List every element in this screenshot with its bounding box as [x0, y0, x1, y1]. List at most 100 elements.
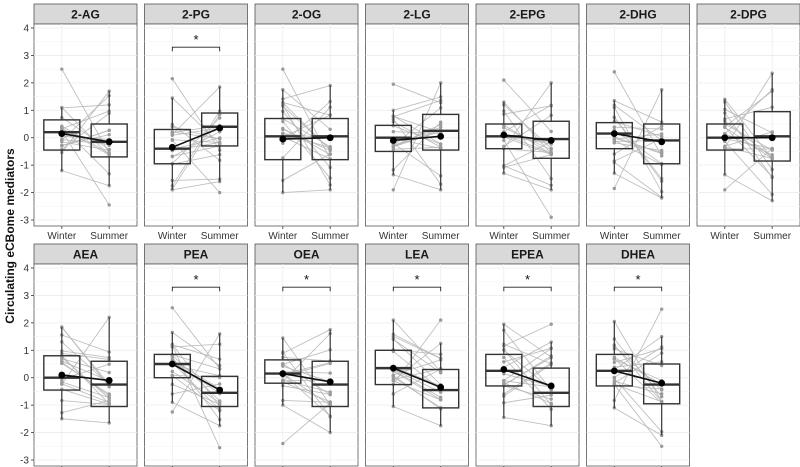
x-tick-label: Summer: [643, 231, 681, 242]
subject-point: [659, 127, 664, 131]
subject-line: [503, 127, 552, 151]
subject-point: [391, 318, 396, 322]
subject-point: [438, 318, 443, 322]
facet-strip-label: OEA: [293, 248, 319, 262]
subject-point: [281, 361, 285, 366]
box-iqr: [642, 123, 681, 165]
subject-point: [217, 400, 222, 405]
subject-point: [549, 215, 553, 219]
subject-point: [328, 145, 332, 149]
box-iqr: [153, 353, 192, 379]
mean-point: [216, 124, 224, 132]
facet-panel-2-ag: 2-AG -3 -2 -1 0 1 2 3 4 Winter Summer: [20, 3, 138, 242]
x-tick-label: Winter: [47, 231, 77, 242]
subject-point: [170, 154, 175, 158]
subject-line: [171, 110, 221, 187]
plot-area: [365, 263, 469, 467]
x-tick-label: Summer: [90, 231, 128, 242]
subject-line: [282, 105, 331, 150]
plot-area: [254, 23, 359, 227]
subject-point: [60, 140, 64, 144]
subject-line: [503, 165, 552, 186]
subject-line: [282, 189, 331, 194]
mean-line: [614, 370, 662, 384]
subject-line: [503, 134, 552, 154]
significance-bracket: [171, 46, 221, 52]
subject-line: [282, 402, 331, 444]
facet-strip-label: 2-DPG: [730, 8, 767, 22]
subject-line: [393, 359, 441, 376]
subject-line: [172, 126, 220, 140]
y-tick-label: 4: [23, 264, 29, 275]
significance-star: *: [414, 272, 419, 287]
facet-strip-label: 2-DHG: [619, 8, 656, 22]
subject-line: [282, 121, 331, 179]
subject-line: [282, 102, 331, 116]
subject-line: [172, 375, 220, 412]
subject-point: [170, 306, 175, 310]
subject-point: [281, 126, 285, 131]
subject-point: [107, 398, 111, 403]
mean-point: [437, 132, 445, 140]
subject-line: [393, 335, 441, 360]
subject-line: [392, 118, 442, 185]
box-iqr: [43, 119, 81, 151]
subject-line: [172, 124, 220, 161]
x-tick-label: Summer: [422, 231, 460, 242]
facet-panel-2-dpg: 2-DPG Winter Summer: [696, 3, 800, 242]
subject-point: [659, 124, 664, 128]
subject-line: [503, 101, 552, 154]
subject-line: [614, 358, 662, 382]
y-tick-label: 3: [23, 51, 29, 62]
box-iqr: [421, 113, 460, 151]
mean-point: [326, 134, 334, 142]
subject-line: [503, 104, 552, 133]
subject-line: [503, 323, 552, 347]
subject-line: [614, 133, 662, 140]
subject-line: [171, 362, 221, 411]
subject-point: [438, 371, 443, 375]
subject-point: [170, 355, 175, 359]
subject-point: [612, 125, 617, 129]
facet-strip-label: LEA: [405, 248, 429, 262]
subject-line: [724, 109, 773, 134]
subject-line: [503, 110, 552, 179]
subject-line: [172, 401, 220, 427]
subject-point: [549, 401, 553, 406]
subject-point: [391, 82, 396, 86]
subject-line: [614, 126, 662, 130]
subject-line: [61, 361, 110, 397]
subject-point: [281, 131, 285, 136]
subject-point: [659, 334, 664, 339]
subject-line: [61, 381, 110, 399]
mean-point: [326, 378, 334, 386]
subject-line: [613, 308, 663, 401]
subject-line: [282, 363, 331, 396]
subject-line: [503, 172, 552, 191]
subject-point: [502, 372, 506, 376]
subject-point: [502, 360, 506, 364]
subject-line: [503, 114, 552, 147]
subject-line: [503, 357, 552, 410]
subject-line: [282, 356, 331, 362]
subject-point: [612, 375, 617, 380]
subject-point: [107, 370, 111, 375]
mean-point: [721, 134, 729, 142]
subject-line: [61, 400, 110, 406]
box-iqr: [153, 128, 192, 165]
subject-point: [107, 128, 111, 133]
subject-point: [612, 70, 617, 74]
subject-line: [282, 68, 331, 160]
y-tick-label: 3: [23, 291, 29, 302]
subject-line: [282, 373, 331, 406]
subject-line: [724, 106, 773, 120]
subject-point: [438, 145, 443, 149]
subject-point: [723, 144, 727, 148]
subject-line: [61, 327, 110, 385]
subject-line: [393, 368, 441, 393]
subject-line: [503, 140, 552, 218]
subject-point: [659, 392, 664, 396]
subject-point: [60, 126, 64, 130]
subject-line: [614, 161, 662, 198]
